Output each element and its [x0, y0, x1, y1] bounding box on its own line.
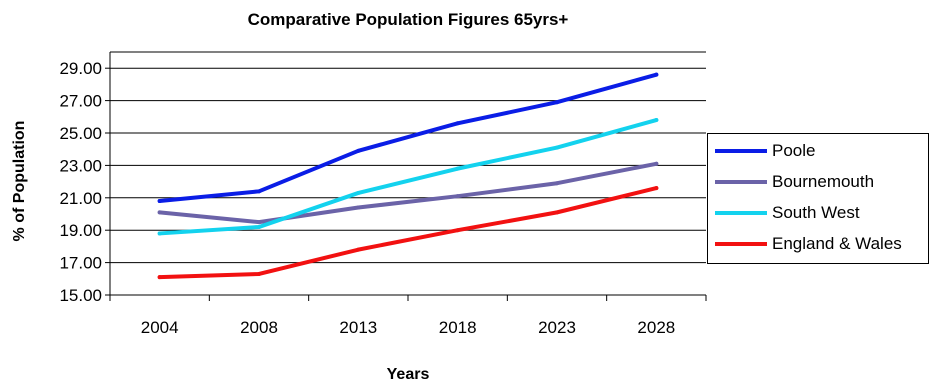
x-tick-label: 2028	[637, 318, 675, 337]
data-point-england-wales	[157, 275, 162, 280]
x-tick-label: 2008	[240, 318, 278, 337]
x-tick-label: 2018	[439, 318, 477, 337]
legend-item-bournemouth: Bournemouth	[712, 168, 926, 198]
x-tick-label: 2004	[141, 318, 179, 337]
data-point-poole	[257, 189, 261, 194]
series-line-south-west	[157, 118, 659, 236]
data-point-poole	[455, 121, 460, 126]
data-point-south-west	[157, 231, 162, 236]
y-tick-label: 27.00	[59, 92, 102, 111]
chart-title: Comparative Population Figures 65yrs+	[247, 10, 569, 29]
legend-item-england-wales: England & Wales	[712, 230, 926, 260]
data-point-england-wales	[257, 271, 261, 276]
legend-label-england-wales: England & Wales	[772, 234, 902, 253]
legend-swatch-south-west	[715, 211, 767, 215]
legend-swatch-england-wales	[715, 242, 767, 246]
series-line-bournemouth	[157, 161, 659, 225]
data-point-south-west	[257, 224, 261, 229]
data-point-bournemouth	[157, 210, 162, 215]
y-tick-label: 17.00	[59, 254, 102, 273]
legend-label-poole: Poole	[772, 141, 816, 160]
data-point-south-west	[455, 166, 460, 171]
y-axis-label: % of Population	[11, 120, 28, 242]
x-tick-label: 2013	[339, 318, 377, 337]
x-axis-label: Years	[386, 366, 430, 383]
y-tick-label: 29.00	[59, 59, 102, 78]
data-point-england-wales	[356, 247, 361, 252]
data-point-bournemouth	[356, 205, 361, 210]
data-point-poole	[157, 199, 162, 204]
data-point-south-west	[654, 118, 659, 123]
legend-swatch-poole	[715, 149, 767, 153]
data-point-bournemouth	[455, 194, 460, 199]
series-line-england-wales	[157, 186, 659, 280]
legend-swatch-bournemouth	[715, 180, 767, 184]
legend-label-bournemouth: Bournemouth	[772, 172, 875, 191]
data-point-england-wales	[455, 228, 460, 233]
y-tick-label: 21.00	[59, 189, 102, 208]
data-point-poole	[654, 72, 659, 77]
legend-label-south-west: South West	[772, 203, 860, 222]
data-point-bournemouth	[654, 161, 659, 166]
y-tick-label: 15.00	[59, 286, 102, 305]
data-point-bournemouth	[555, 181, 559, 186]
y-tick-label: 25.00	[59, 124, 102, 143]
y-tick-label: 23.00	[59, 156, 102, 175]
data-point-poole	[555, 100, 559, 105]
chart-legend: Poole Bournemouth South West England & W…	[707, 133, 929, 264]
series-line-poole	[157, 72, 659, 204]
legend-item-poole: Poole	[712, 137, 926, 167]
data-point-poole	[356, 148, 361, 153]
data-point-south-west	[555, 145, 559, 150]
data-point-bournemouth	[257, 220, 261, 225]
data-point-england-wales	[555, 210, 559, 215]
data-point-south-west	[356, 190, 361, 195]
x-tick-label: 2023	[538, 318, 576, 337]
y-tick-label: 19.00	[59, 221, 102, 240]
legend-item-south-west: South West	[712, 199, 926, 229]
data-point-england-wales	[654, 186, 659, 191]
